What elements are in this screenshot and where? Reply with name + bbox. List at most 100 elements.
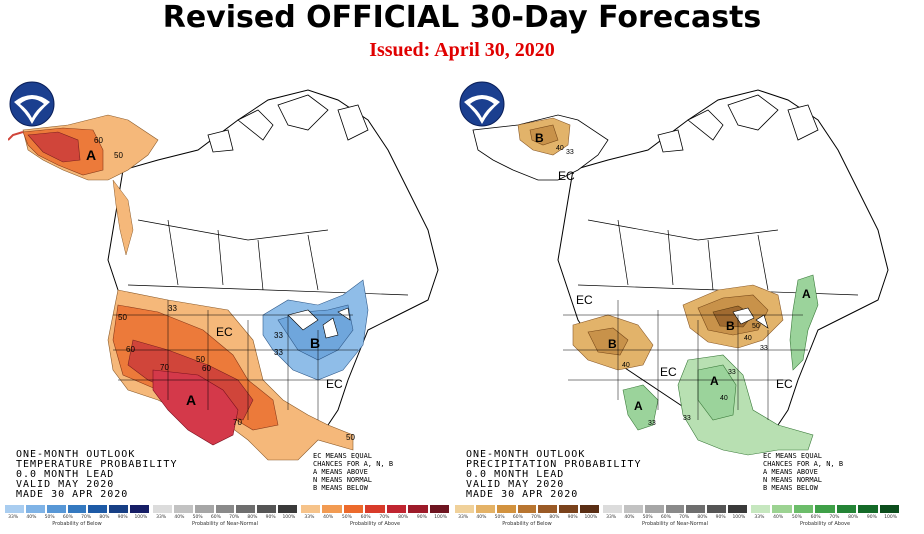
label-ms-33: 33 xyxy=(728,369,736,376)
noaa-logo xyxy=(459,81,505,127)
colorbar-swatches xyxy=(454,504,601,514)
issued-date: Issued: April 30, 2020 xyxy=(369,39,555,61)
info-line: PRECIPITATION PROBABILITY xyxy=(466,459,642,470)
label-gl-33: 33 xyxy=(760,345,768,352)
colorbar-ticks: 33% 40% 50% 60% 70% 80% 90% 100% xyxy=(152,515,298,520)
ec-key-line: B MEANS BELOW xyxy=(313,484,368,492)
colorbar-tick-label: 100% xyxy=(732,515,746,520)
label-gl-b: B xyxy=(310,335,320,351)
label-ec-alaska: EC xyxy=(558,169,575,183)
colorbar-swatch xyxy=(428,504,450,514)
colorbar-tick-label: 80% xyxy=(398,515,409,520)
label-gl-50: 50 xyxy=(752,323,760,330)
colorbar-tick-label: 60% xyxy=(512,515,523,520)
colorbar-tick-label: 90% xyxy=(866,515,877,520)
colorbar-swatch xyxy=(814,504,836,514)
province-lines xyxy=(127,219,409,296)
colorbar-swatch xyxy=(172,504,194,514)
label-nv-40: 40 xyxy=(622,362,630,369)
colorbar-swatch xyxy=(792,504,815,514)
alaska-below-dark xyxy=(529,124,559,146)
info-line: ONE-MONTH OUTLOOK xyxy=(16,449,136,460)
colorbar-tick-label: 50% xyxy=(791,515,802,520)
label-tx-33: 33 xyxy=(648,420,656,427)
colorbar-swatch xyxy=(579,504,601,514)
colorbar-label: Probability of Below xyxy=(52,521,102,527)
colorbar-tick-label: 70% xyxy=(81,515,92,520)
colorbar-tick-label: 90% xyxy=(715,515,726,520)
state-lines xyxy=(113,300,358,420)
colorbar-tick-label: 90% xyxy=(117,515,128,520)
page-title: Revised OFFICIAL 30-Day Forecasts xyxy=(162,0,762,35)
colorbar-temp-below: 33% 40% 50% 60% 70% 80% 90% 100% Probability of… xyxy=(4,504,151,534)
colorbar-tick-label: 33% xyxy=(304,515,315,520)
colorbar-tick-label: 60% xyxy=(360,515,371,520)
ec-key-line: EC MEANS EQUAL xyxy=(763,452,823,460)
colorbar-tick-label: 100% xyxy=(134,515,148,520)
colorbar-swatch xyxy=(516,504,538,514)
colorbar-swatch xyxy=(385,504,408,514)
colorbar-precip-normal: 33% 40% 50% 60% 70% 80% 90% 100% Probability of… xyxy=(602,504,749,534)
colorbar-tick-label: 100% xyxy=(282,515,296,520)
label-ec-west: EC xyxy=(576,293,593,307)
label-gl-33: 33 xyxy=(274,331,283,340)
label-gl-40: 40 xyxy=(744,335,752,342)
colorbar-tick-label: 50% xyxy=(642,515,653,520)
colorbar-tick-label: 33% xyxy=(156,515,167,520)
label-west-a: A xyxy=(186,392,196,408)
colorbar-swatch xyxy=(235,504,257,514)
colorbar-swatch xyxy=(685,504,707,514)
colorbar-swatch xyxy=(108,504,130,514)
colorbar-swatch xyxy=(152,504,173,514)
colorbar-precip-above: 33% 40% 50% 60% 70% 80% 90% 100% Probability of… xyxy=(750,504,900,534)
colorbar-tick-label: 60% xyxy=(62,515,73,520)
colorbar-swatch xyxy=(602,504,623,514)
colorbar-swatch xyxy=(129,504,151,514)
panhandle-above xyxy=(112,179,134,256)
colorbar-swatch xyxy=(727,504,749,514)
colorbar-swatch xyxy=(24,504,46,514)
colorbar-swatches xyxy=(152,504,299,514)
colorbar-tick-label: 33% xyxy=(754,515,765,520)
colorbar-swatch xyxy=(857,504,879,514)
ec-key-line: CHANCES FOR A, N, B xyxy=(313,460,394,468)
colorbar-swatch xyxy=(4,504,25,514)
colorbar-precip-below: 33% 40% 50% 60% 70% 80% 90% 100% Probability of… xyxy=(454,504,601,534)
great-lakes xyxy=(732,307,769,329)
ec-key-line: N MEANS NORMAL xyxy=(763,476,823,484)
colorbar-label: Probability of Below xyxy=(502,521,552,527)
state-lines xyxy=(563,300,808,420)
label-gulf-33: 33 xyxy=(683,415,691,422)
ec-key-line: A MEANS ABOVE xyxy=(313,468,368,476)
sw-above-darkest xyxy=(152,369,239,446)
texas-above xyxy=(622,384,659,431)
colorbar-tick-label: 50% xyxy=(494,515,505,520)
colorbar-temp-above: 33% 40% 50% 60% 70% 80% 90% 100% Probability of… xyxy=(300,504,450,534)
colorbar-swatch xyxy=(537,504,559,514)
precipitation-info-block: ONE-MONTH OUTLOOK PRECIPITATION PROBABIL… xyxy=(466,450,642,500)
colorbar-swatch xyxy=(454,504,475,514)
colorbar-swatch xyxy=(558,504,580,514)
colorbar-tick-label: 40% xyxy=(773,515,784,520)
colorbar-tick-label: 40% xyxy=(323,515,334,520)
colorbar-tick-label: 40% xyxy=(624,515,635,520)
colorbar-swatch xyxy=(835,504,858,514)
temperature-ec-key: EC MEANS EQUAL CHANCES FOR A, N, B A MEA… xyxy=(313,452,393,492)
info-line: VALID MAY 2020 xyxy=(466,479,565,490)
colorbar-tick-label: 50% xyxy=(44,515,55,520)
colorbar-tick-label: 70% xyxy=(679,515,690,520)
colorbar-swatch xyxy=(643,504,665,514)
colorbar-swatches xyxy=(4,504,151,514)
colorbar-tick-label: 60% xyxy=(660,515,671,520)
label-west-50: 50 xyxy=(118,313,127,322)
colorbar-label: Probability of Near-Normal xyxy=(642,521,708,527)
colorbar-swatch xyxy=(66,504,88,514)
colorbar-tick-label: 50% xyxy=(192,515,203,520)
colorbar-swatch xyxy=(495,504,517,514)
colorbar-swatches xyxy=(602,504,749,514)
label-east-a: A xyxy=(802,287,811,301)
info-line: MADE 30 APR 2020 xyxy=(16,489,129,500)
info-line: MADE 30 APR 2020 xyxy=(466,489,579,500)
label-plains-60: 60 xyxy=(202,364,211,373)
colorbar-tick-label: 90% xyxy=(265,515,276,520)
